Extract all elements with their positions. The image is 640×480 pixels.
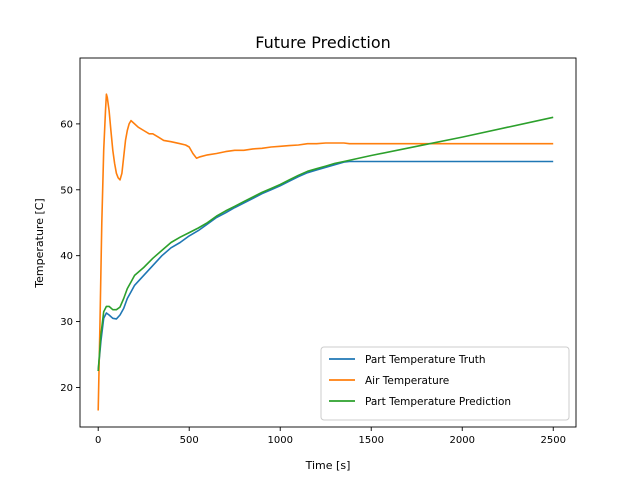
x-tick-label: 2000	[450, 435, 475, 446]
series-line-1	[97, 160, 554, 372]
plot-area	[97, 93, 554, 411]
x-tick-label: 1500	[359, 435, 384, 446]
y-axis-label: Temperature [C]	[33, 198, 46, 288]
y-tick-label: 50	[60, 185, 73, 196]
legend: Part Temperature Truth Air Temperature Par…	[320, 346, 570, 421]
x-axis-label: Time [s]	[305, 459, 351, 472]
y-tick-label: 20	[60, 383, 73, 394]
series-line-2	[97, 93, 554, 411]
y-tick-label: 30	[60, 317, 73, 328]
legend-label-3: Part Temperature Prediction	[365, 396, 511, 408]
y-tick-label: 60	[60, 119, 73, 130]
x-tick-label: 0	[95, 435, 101, 446]
legend-label-2: Air Temperature	[365, 375, 449, 387]
chart-title: Future Prediction	[255, 33, 391, 52]
x-tick-label: 2500	[541, 435, 566, 446]
legend-label-1: Part Temperature Truth	[365, 354, 486, 366]
series-line-3	[97, 116, 554, 372]
axes-frame	[79, 57, 577, 428]
y-tick-label: 40	[60, 251, 73, 262]
legend-box	[320, 346, 570, 421]
axes: 0 500 1000 1500 2000 2500 20 30 40 50 60	[60, 57, 577, 446]
x-tick-label: 500	[180, 435, 199, 446]
x-tick-label: 1000	[267, 435, 292, 446]
